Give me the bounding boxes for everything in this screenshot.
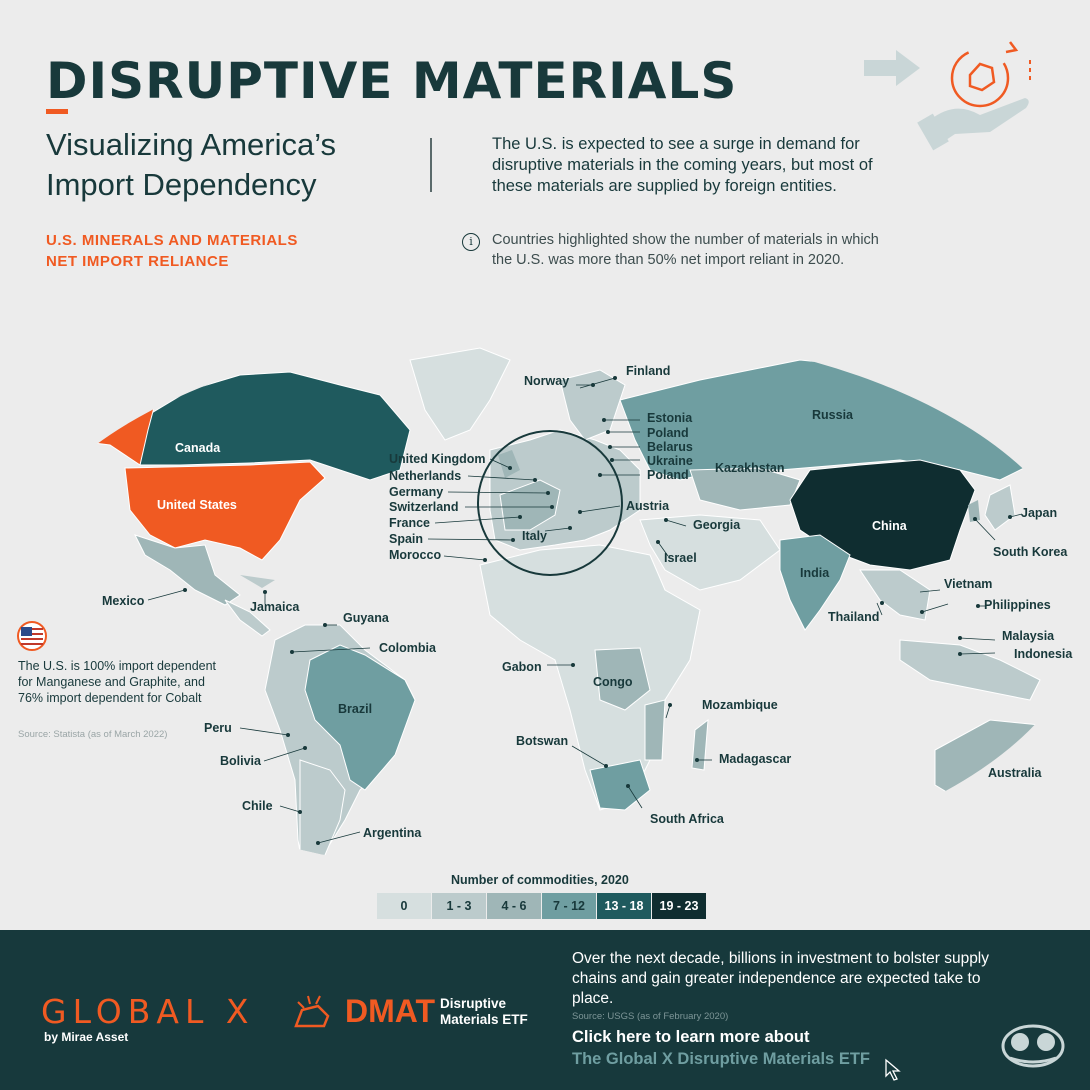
label-france: France [389, 516, 430, 530]
map-note: Countries highlighted show the number of… [492, 232, 879, 268]
label-poland-2: Poland [647, 468, 689, 482]
footer-source: Source: USGS (as of February 2020) [572, 1011, 729, 1022]
label-estonia: Estonia [647, 411, 693, 425]
label-norway: Norway [524, 374, 569, 388]
country-mexico [134, 534, 241, 606]
label-madagascar: Madagascar [719, 752, 791, 766]
label-kazakhstan: Kazakhstan [715, 461, 784, 475]
label-austria: Austria [626, 499, 670, 513]
label-netherlands: Netherlands [389, 469, 461, 483]
title-accent-bar [46, 109, 68, 114]
label-belarus: Belarus [647, 440, 693, 454]
label-brazil: Brazil [338, 702, 372, 716]
legend-item: 19 - 23 [652, 893, 706, 919]
legend-item: 13 - 18 [597, 893, 651, 919]
cta-link[interactable]: The Global X Disruptive Materials ETF [572, 1050, 870, 1068]
metric-title-line-2: NET IMPORT RELIANCE [46, 253, 229, 270]
label-peru: Peru [204, 721, 232, 735]
country-united-states [124, 461, 326, 561]
visual-capitalist-logo-icon[interactable] [998, 1018, 1068, 1068]
metric-title-line-1: U.S. MINERALS AND MATERIALS [46, 232, 298, 249]
label-united-states: United States [157, 498, 237, 512]
dmat-subtitle: Disruptive Materials ETF [440, 996, 528, 1027]
footer-text: Over the next decade, billions in invest… [572, 950, 990, 1007]
label-jamaica: Jamaica [250, 600, 300, 614]
label-china: China [872, 519, 908, 533]
label-guyana: Guyana [343, 611, 390, 625]
info-icon: i [462, 233, 480, 251]
label-botswana: Botswan [516, 734, 568, 748]
country-alaska [34, 384, 161, 466]
label-italy: Italy [522, 529, 547, 543]
label-thailand: Thailand [828, 610, 879, 624]
legend-item: 0 [377, 893, 431, 919]
metric-title: U.S. MINERALS AND MATERIALS NET IMPORT R… [46, 230, 336, 272]
subtitle-line-1: Visualizing America’s [46, 127, 337, 162]
legend-item: 1 - 3 [432, 893, 486, 919]
us-flag-icon [17, 621, 47, 651]
page-subtitle: Visualizing America’s Import Dependency [46, 125, 406, 205]
leader-lines [147, 377, 1023, 844]
label-ukraine: Ukraine [647, 454, 693, 468]
label-russia: Russia [812, 408, 854, 422]
label-spain: Spain [389, 532, 423, 546]
label-south-korea: South Korea [993, 545, 1068, 559]
label-indonesia: Indonesia [1014, 647, 1073, 661]
legend: 0 1 - 3 4 - 6 7 - 12 13 - 18 19 - 23 [377, 893, 707, 919]
label-mexico: Mexico [102, 594, 145, 608]
label-vietnam: Vietnam [944, 577, 992, 591]
legend-item: 4 - 6 [487, 893, 541, 919]
label-canada: Canada [175, 441, 221, 455]
label-morocco: Morocco [389, 548, 441, 562]
country-india [779, 534, 851, 631]
side-note-source: Source: Statista (as of March 2022) [18, 729, 168, 740]
subtitle-line-2: Import Dependency [46, 167, 317, 202]
label-argentina: Argentina [363, 826, 422, 840]
label-philippines: Philippines [984, 598, 1051, 612]
dmat-logo[interactable]: DMAT [345, 993, 436, 1029]
globalx-logo[interactable]: GLOBAL X [41, 992, 255, 1031]
intro-text: The U.S. is expected to see a surge in d… [492, 135, 873, 195]
label-chile: Chile [242, 799, 273, 813]
country-canada [139, 371, 411, 481]
hand-rock-icon [864, 41, 1031, 151]
leader-dots [183, 376, 1012, 845]
label-finland: Finland [626, 364, 670, 378]
label-poland-1: Poland [647, 426, 689, 440]
legend-title: Number of commodities, 2020 [451, 873, 629, 887]
cursor-icon [885, 1058, 901, 1081]
label-congo: Congo [593, 675, 633, 689]
side-note-text: The U.S. is 100% import dependent for Ma… [18, 659, 217, 705]
dmat-logo-icon [294, 995, 330, 1028]
label-bolivia: Bolivia [220, 754, 262, 768]
label-switzerland: Switzerland [389, 500, 458, 514]
label-georgia: Georgia [693, 518, 741, 532]
label-japan: Japan [1021, 506, 1057, 520]
country-brazil [304, 644, 416, 791]
label-australia: Australia [988, 766, 1043, 780]
label-gabon: Gabon [502, 660, 542, 674]
label-malaysia: Malaysia [1002, 629, 1055, 643]
label-mozambique: Mozambique [702, 698, 778, 712]
map-land [34, 347, 1090, 875]
label-israel: Israel [664, 551, 697, 565]
globalx-by: by Mirae Asset [44, 1030, 129, 1044]
legend-item: 7 - 12 [542, 893, 596, 919]
europe-zoom-circle [477, 430, 623, 576]
cta-line-1[interactable]: Click here to learn more about [572, 1028, 810, 1046]
label-colombia: Colombia [379, 641, 437, 655]
footer [0, 930, 1090, 1090]
label-germany: Germany [389, 485, 443, 499]
label-india: India [800, 566, 830, 580]
page-title: DISRUPTIVE MATERIALS [46, 52, 738, 110]
label-united-kingdom: United Kingdom [389, 452, 486, 466]
label-south-africa: South Africa [650, 812, 725, 826]
header-divider [430, 138, 432, 192]
